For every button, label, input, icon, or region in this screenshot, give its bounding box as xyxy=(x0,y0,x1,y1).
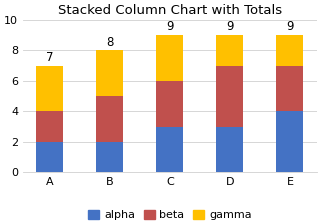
Bar xyxy=(96,96,123,142)
Bar xyxy=(276,65,303,111)
Bar xyxy=(36,65,63,111)
Text: 8: 8 xyxy=(106,36,114,49)
Bar xyxy=(216,127,243,172)
Bar xyxy=(216,35,243,65)
Title: Stacked Column Chart with Totals: Stacked Column Chart with Totals xyxy=(58,4,282,17)
Bar xyxy=(276,35,303,65)
Bar xyxy=(276,111,303,172)
Bar xyxy=(96,50,123,96)
Text: 9: 9 xyxy=(166,21,174,33)
Bar xyxy=(216,65,243,127)
Text: 9: 9 xyxy=(286,21,294,33)
Text: 9: 9 xyxy=(226,21,234,33)
Bar xyxy=(156,81,183,127)
Text: 7: 7 xyxy=(46,51,54,64)
Bar xyxy=(36,142,63,172)
Bar xyxy=(156,35,183,81)
Bar xyxy=(96,142,123,172)
Bar xyxy=(156,127,183,172)
Legend: alpha, beta, gamma: alpha, beta, gamma xyxy=(84,205,256,221)
Bar xyxy=(36,111,63,142)
